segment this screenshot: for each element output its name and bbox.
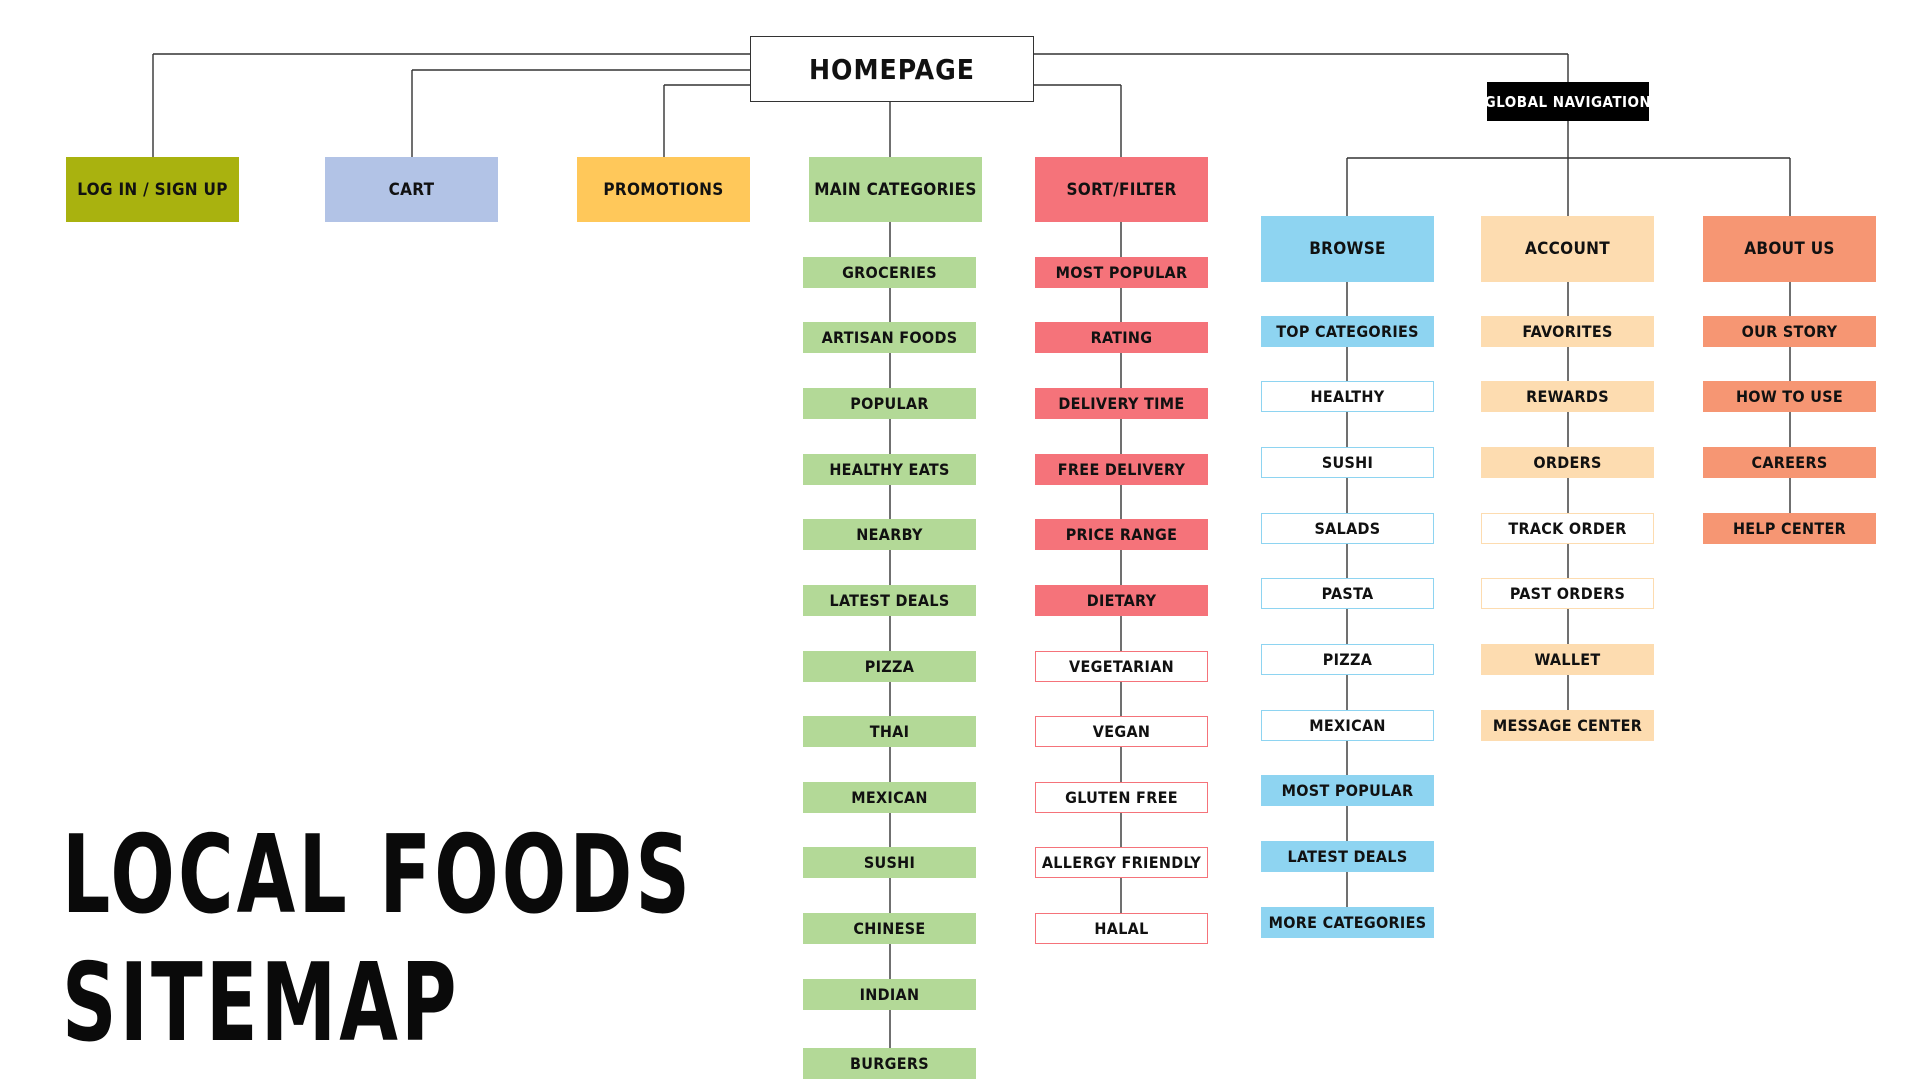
sort-filter-item-vegan: VEGAN: [1035, 716, 1208, 747]
homepage-node: HOMEPAGE: [750, 36, 1034, 102]
page-title-line-2: SITEMAP: [62, 941, 460, 1066]
browse-item-more-categories: MORE CATEGORIES: [1261, 907, 1434, 938]
sort-filter-item-delivery-time: DELIVERY TIME: [1035, 388, 1208, 419]
account-item-favorites: FAVORITES: [1481, 316, 1654, 347]
sort-filter-item-dietary: DIETARY: [1035, 585, 1208, 616]
browse-item-pasta: PASTA: [1261, 578, 1434, 609]
about-us-item-careers: CAREERS: [1703, 447, 1876, 478]
account-item-track-order: TRACK ORDER: [1481, 513, 1654, 544]
main-category-item-pizza: PIZZA: [803, 651, 976, 682]
sort-filter-item-rating: RATING: [1035, 322, 1208, 353]
main-category-item-healthy-eats: HEALTHY EATS: [803, 454, 976, 485]
main-categories-node: MAIN CATEGORIES: [809, 157, 982, 222]
sort-filter-item-vegetarian: VEGETARIAN: [1035, 651, 1208, 682]
sort-filter-item-halal: HALAL: [1035, 913, 1208, 944]
browse-item-salads: SALADS: [1261, 513, 1434, 544]
promotions-node: PROMOTIONS: [577, 157, 750, 222]
sort-filter-item-price-range: PRICE RANGE: [1035, 519, 1208, 550]
main-category-item-popular: POPULAR: [803, 388, 976, 419]
account-node: ACCOUNT: [1481, 216, 1654, 282]
main-category-item-nearby: NEARBY: [803, 519, 976, 550]
about-us-item-how-to-use: HOW TO USE: [1703, 381, 1876, 412]
about-us-node: ABOUT US: [1703, 216, 1876, 282]
browse-item-latest-deals: LATEST DEALS: [1261, 841, 1434, 872]
account-item-orders: ORDERS: [1481, 447, 1654, 478]
main-category-item-mexican: MEXICAN: [803, 782, 976, 813]
login-signup-node: LOG IN / SIGN UP: [66, 157, 239, 222]
browse-node: BROWSE: [1261, 216, 1434, 282]
about-us-item-our-story: OUR STORY: [1703, 316, 1876, 347]
global-navigation-node: GLOBAL NAVIGATION: [1487, 82, 1649, 121]
page-title-line-1: LOCAL FOODS: [62, 813, 694, 938]
sort-filter-node: SORT/FILTER: [1035, 157, 1208, 222]
account-item-wallet: WALLET: [1481, 644, 1654, 675]
main-category-item-artisan-foods: ARTISAN FOODS: [803, 322, 976, 353]
sort-filter-item-gluten-free: GLUTEN FREE: [1035, 782, 1208, 813]
browse-item-healthy: HEALTHY: [1261, 381, 1434, 412]
account-item-rewards: REWARDS: [1481, 381, 1654, 412]
main-category-item-burgers: BURGERS: [803, 1048, 976, 1079]
cart-node: CART: [325, 157, 498, 222]
main-category-item-thai: THAI: [803, 716, 976, 747]
browse-item-pizza: PIZZA: [1261, 644, 1434, 675]
browse-item-sushi: SUSHI: [1261, 447, 1434, 478]
main-category-item-groceries: GROCERIES: [803, 257, 976, 288]
browse-item-mexican: MEXICAN: [1261, 710, 1434, 741]
main-category-item-chinese: CHINESE: [803, 913, 976, 944]
account-item-message-center: MESSAGE CENTER: [1481, 710, 1654, 741]
sort-filter-item-allergy-friendly: ALLERGY FRIENDLY: [1035, 847, 1208, 878]
account-item-past-orders: PAST ORDERS: [1481, 578, 1654, 609]
main-category-item-latest-deals: LATEST DEALS: [803, 585, 976, 616]
sort-filter-item-free-delivery: FREE DELIVERY: [1035, 454, 1208, 485]
about-us-item-help-center: HELP CENTER: [1703, 513, 1876, 544]
browse-item-most-popular: MOST POPULAR: [1261, 775, 1434, 806]
browse-item-top-categories: TOP CATEGORIES: [1261, 316, 1434, 347]
main-category-item-sushi: SUSHI: [803, 847, 976, 878]
sort-filter-item-most-popular: MOST POPULAR: [1035, 257, 1208, 288]
main-category-item-indian: INDIAN: [803, 979, 976, 1010]
